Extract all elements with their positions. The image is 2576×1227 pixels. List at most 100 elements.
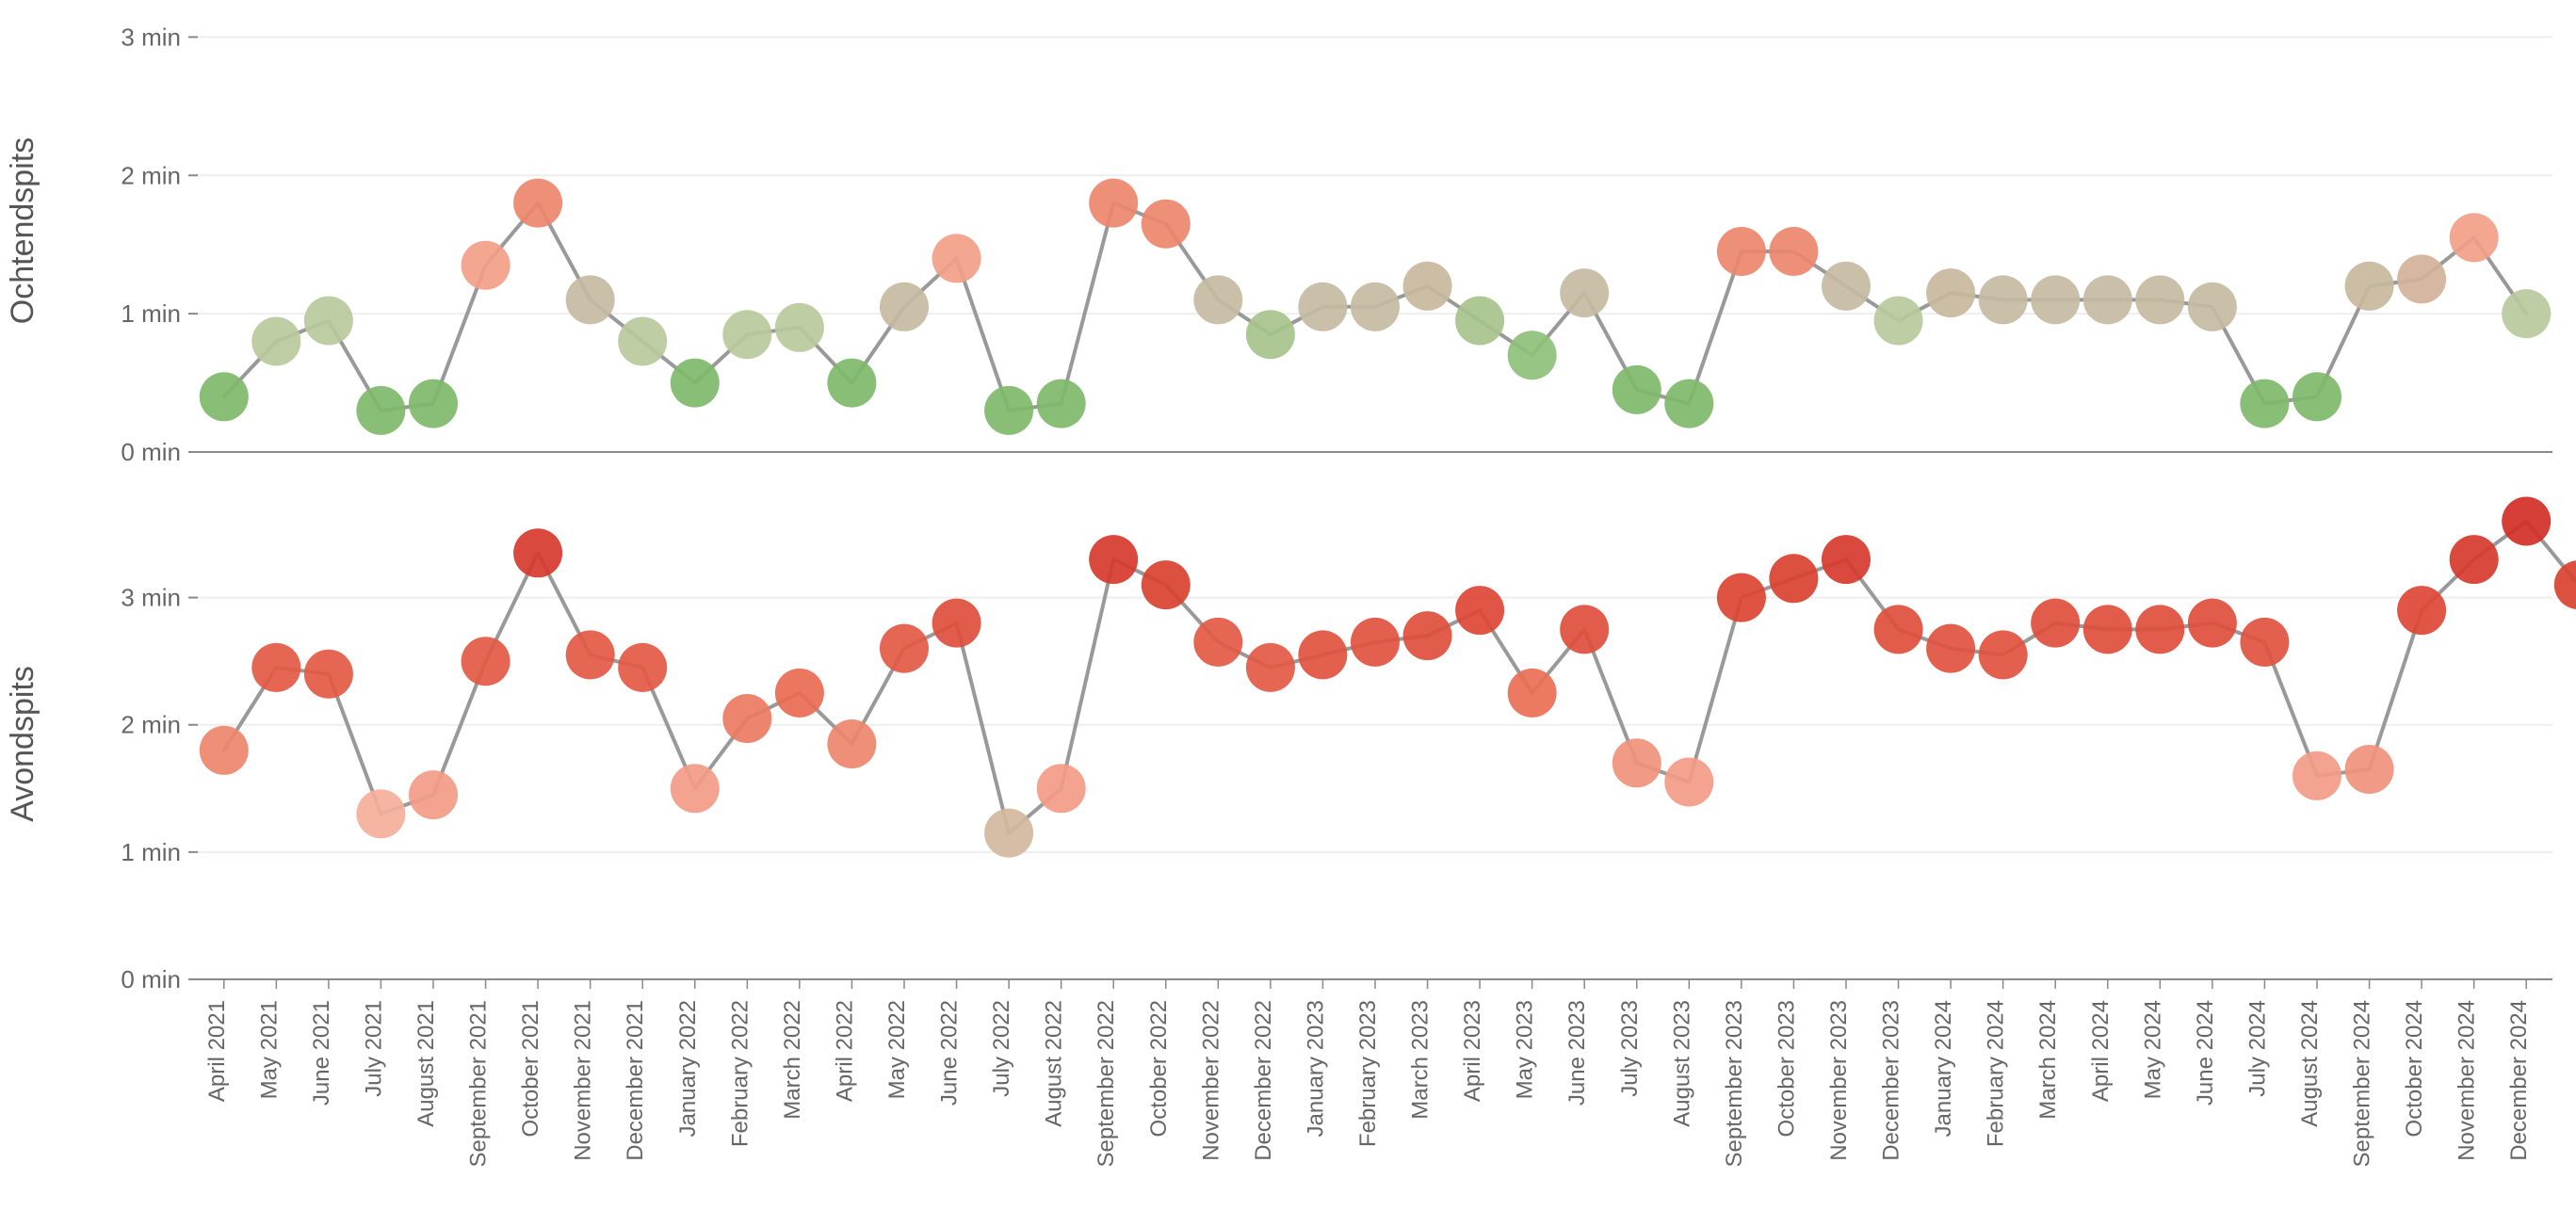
data-marker [513,179,562,228]
y-tick-label: 1 min [121,299,181,328]
x-tick-label: January 2022 [675,1000,701,1137]
data-marker [1142,200,1191,249]
data-marker [722,694,771,743]
data-marker [1089,535,1138,584]
y-axis-label: Ochtendspits [5,137,41,324]
data-marker [775,303,824,352]
data-marker [2240,618,2289,667]
data-marker [1717,573,1766,622]
data-marker [1193,618,1242,667]
x-tick-label: October 2022 [1146,1000,1172,1137]
y-axis-label: Avondspits [5,666,41,822]
x-tick-label: June 2022 [937,1000,963,1106]
x-tick-label: November 2023 [1826,1000,1852,1161]
data-marker [2083,605,2132,654]
data-marker [1874,605,1923,654]
data-marker [2240,379,2289,428]
data-marker [2031,599,2080,648]
data-marker [1246,643,1295,692]
data-marker [1926,624,1975,673]
data-marker [618,317,667,366]
x-tick-label: December 2024 [2506,1000,2532,1161]
data-marker [2135,605,2184,654]
dual-panel-chart: 0 min1 min2 min3 minOchtendspits0 min1 m… [0,0,2576,1227]
data-marker [2450,213,2499,262]
data-marker [356,789,405,838]
x-tick-label: October 2024 [2402,1000,2427,1137]
x-tick-label: February 2024 [1984,1000,2009,1147]
y-tick-label: 1 min [121,838,181,866]
x-tick-label: May 2023 [1513,1000,1538,1099]
x-tick-label: October 2021 [518,1000,543,1137]
x-tick-label: October 2023 [1774,1000,1799,1137]
data-marker [1926,268,1975,317]
x-tick-label: June 2023 [1564,1000,1590,1106]
x-tick-label: May 2021 [256,1000,282,1099]
data-marker [2292,372,2341,421]
data-marker [671,359,720,408]
data-marker [880,283,929,331]
y-tick-label: 2 min [121,711,181,739]
data-marker [1560,605,1609,654]
data-marker [304,297,353,346]
data-marker [1351,283,1400,331]
x-tick-label: June 2024 [2193,1000,2218,1106]
data-marker [671,764,720,813]
data-marker [200,726,249,775]
x-tick-label: August 2023 [1669,1000,1694,1127]
data-marker [932,234,981,283]
x-tick-label: August 2024 [2297,1000,2323,1127]
data-marker [1979,275,2028,324]
data-marker [1089,179,1138,228]
x-tick-label: August 2022 [1042,1000,1067,1127]
x-tick-label: November 2022 [1198,1000,1223,1161]
series-line [224,522,2576,833]
data-marker [1142,560,1191,609]
data-marker [356,386,405,435]
data-marker [2450,535,2499,584]
y-tick-label: 3 min [121,23,181,51]
data-marker [2083,275,2132,324]
data-marker [1455,297,1504,346]
data-marker [2502,289,2551,338]
data-marker [880,624,929,673]
data-marker [409,770,458,819]
data-marker [1717,227,1766,276]
data-marker [251,317,300,366]
x-tick-label: July 2024 [2244,1000,2270,1097]
x-tick-label: July 2021 [361,1000,386,1097]
data-marker [2554,560,2576,609]
y-tick-label: 0 min [121,965,181,993]
data-marker [1664,379,1713,428]
data-marker [722,310,771,359]
data-marker [1664,758,1713,807]
data-marker [1455,586,1504,635]
x-tick-label: September 2021 [466,1000,492,1167]
x-tick-label: December 2022 [1251,1000,1276,1161]
data-marker [1298,630,1347,679]
data-marker [1612,365,1661,414]
x-tick-label: February 2023 [1355,1000,1381,1147]
data-marker [1612,738,1661,787]
data-marker [462,241,510,290]
x-tick-label: March 2024 [2035,1000,2061,1120]
data-marker [251,643,300,692]
data-marker [827,719,876,768]
data-marker [1508,331,1557,379]
x-tick-label: April 2021 [204,1000,230,1102]
x-tick-label: January 2024 [1931,1000,1956,1137]
data-marker [2397,586,2446,635]
data-marker [513,528,562,577]
x-tick-label: November 2021 [571,1000,596,1161]
data-marker [1769,554,1818,603]
x-tick-label: July 2023 [1617,1000,1643,1097]
data-marker [2292,751,2341,800]
data-marker [1403,262,1452,311]
data-marker [1822,262,1871,311]
data-marker [984,386,1033,435]
data-marker [2188,599,2237,648]
x-tick-label: December 2023 [1879,1000,1904,1161]
data-marker [1979,630,2028,679]
x-tick-label: June 2021 [309,1000,334,1106]
data-marker [1874,297,1923,346]
